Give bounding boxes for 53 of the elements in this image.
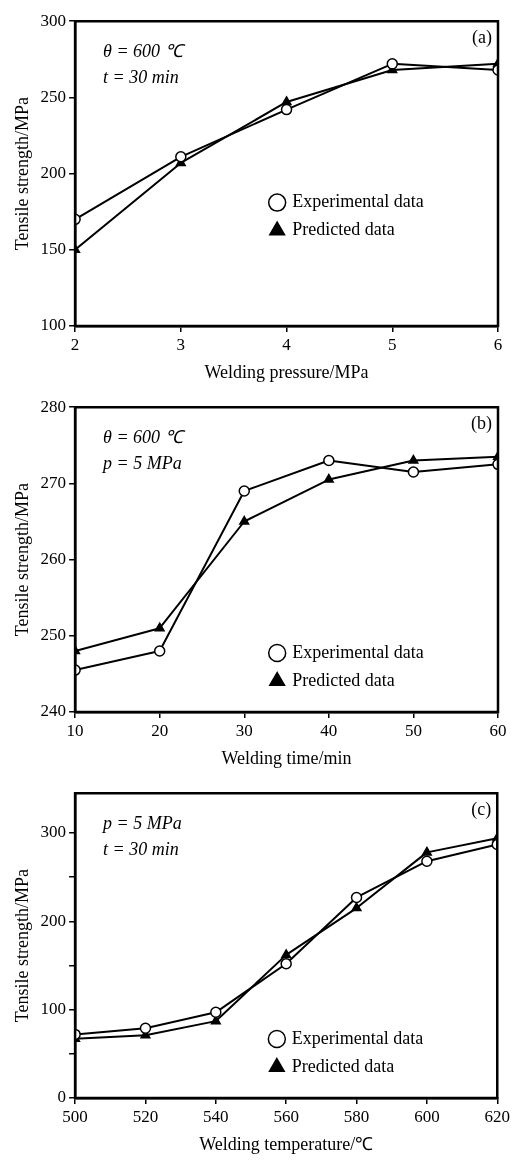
annotation: t = 30 min bbox=[103, 838, 179, 859]
y-tick-label: 200 bbox=[40, 910, 67, 930]
x-tick-label: 2 bbox=[70, 334, 80, 354]
y-tick-label: 250 bbox=[40, 625, 67, 645]
y-tick-label: 300 bbox=[40, 822, 67, 842]
legend-label: Experimental data bbox=[292, 641, 424, 662]
x-tick-label: 6 bbox=[493, 334, 503, 354]
x-tick-label: 500 bbox=[62, 1106, 88, 1126]
y-tick-label: 270 bbox=[40, 472, 67, 492]
y-tick-label: 260 bbox=[40, 549, 67, 569]
annotation: t = 30 min bbox=[103, 66, 179, 87]
y-tick-label: 100 bbox=[40, 315, 67, 335]
x-tick-label: 30 bbox=[235, 720, 253, 740]
x-tick-label: 40 bbox=[320, 720, 338, 740]
x-tick-label: 60 bbox=[489, 720, 507, 740]
y-tick-label: 100 bbox=[40, 999, 67, 1019]
y-axis-title: Tensile strength/MPa bbox=[11, 868, 32, 1023]
y-tick-label: 250 bbox=[40, 86, 67, 106]
y-tick-label: 200 bbox=[40, 163, 67, 183]
x-tick-label: 600 bbox=[414, 1106, 440, 1126]
x-tick-label: 3 bbox=[176, 334, 186, 354]
x-tick-label: 520 bbox=[132, 1106, 159, 1126]
x-axis-title: Welding time/min bbox=[221, 747, 352, 768]
y-axis-title: Tensile strength/MPa bbox=[11, 482, 32, 637]
legend-label: Experimental data bbox=[292, 191, 424, 212]
annotation: (a) bbox=[472, 26, 492, 48]
x-tick-label: 540 bbox=[203, 1106, 229, 1126]
annotation: (b) bbox=[471, 412, 492, 434]
legend-label: Predicted data bbox=[291, 1055, 395, 1076]
legend-label: Predicted data bbox=[292, 669, 395, 690]
y-tick-label: 300 bbox=[40, 10, 67, 30]
x-tick-label: 5 bbox=[388, 334, 397, 354]
x-tick-label: 10 bbox=[66, 720, 84, 740]
x-axis-title: Welding pressure/MPa bbox=[204, 361, 369, 382]
y-tick-label: 0 bbox=[57, 1087, 67, 1107]
x-tick-label: 20 bbox=[151, 720, 169, 740]
legend-label: Predicted data bbox=[292, 219, 395, 240]
y-axis-title: Tensile strength/MPa bbox=[11, 96, 32, 251]
x-tick-label: 620 bbox=[484, 1106, 510, 1126]
x-tick-label: 580 bbox=[343, 1106, 370, 1126]
x-axis-title: Welding temperature/℃ bbox=[199, 1133, 374, 1154]
legend-label: Experimental data bbox=[291, 1027, 424, 1048]
y-tick-label: 240 bbox=[40, 701, 67, 721]
annotation: (c) bbox=[471, 798, 492, 820]
y-tick-label: 280 bbox=[40, 396, 67, 416]
annotation: θ = 600 ℃ bbox=[103, 40, 186, 61]
x-tick-label: 50 bbox=[404, 720, 422, 740]
annotation: p = 5 MPa bbox=[101, 812, 182, 833]
x-tick-label: 560 bbox=[273, 1106, 299, 1126]
annotation: θ = 600 ℃ bbox=[103, 426, 186, 447]
x-tick-label: 4 bbox=[282, 334, 292, 354]
y-tick-label: 150 bbox=[40, 239, 67, 259]
annotation: p = 5 MPa bbox=[101, 452, 182, 473]
